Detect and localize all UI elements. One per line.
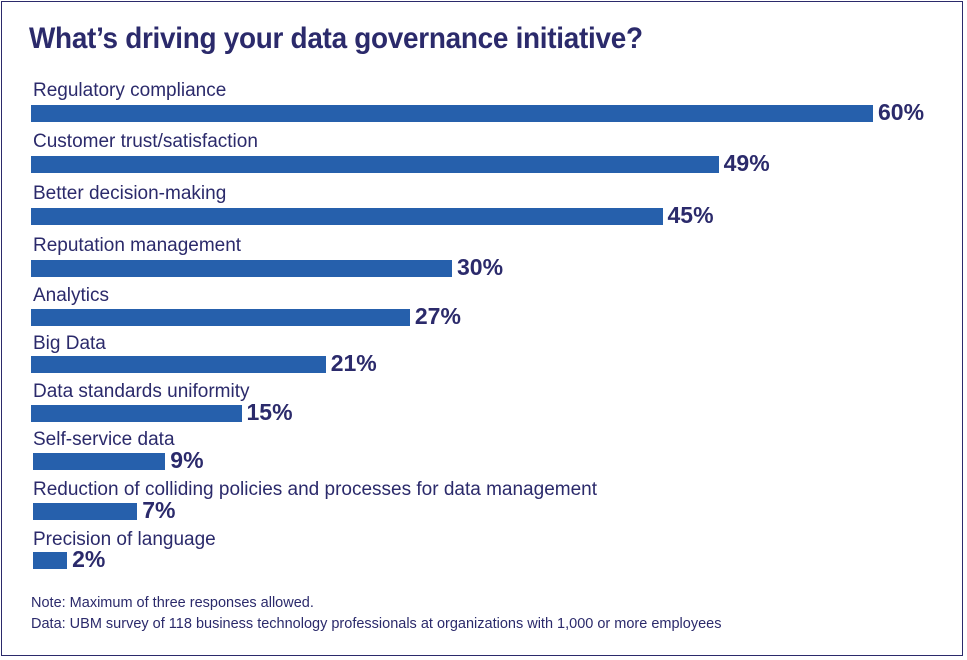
bar: [31, 309, 410, 326]
value-label: 30%: [457, 254, 504, 280]
category-label: Customer trust/satisfaction: [33, 131, 258, 152]
value-label: 21%: [330, 350, 377, 376]
bar: [31, 156, 719, 173]
category-label: Reduction of colliding policies and proc…: [33, 479, 597, 500]
value-label: 9%: [170, 447, 204, 473]
value-label: 7%: [142, 497, 176, 523]
value-label: 49%: [723, 150, 770, 176]
note-data-source: Data: UBM survey of 118 business technol…: [31, 616, 722, 632]
category-label: Self-service data: [33, 429, 175, 450]
category-label: Big Data: [33, 333, 106, 354]
bar: [33, 552, 68, 569]
category-label: Analytics: [33, 285, 110, 306]
bar: [31, 356, 326, 373]
bar: [31, 405, 242, 422]
bar: [31, 260, 452, 277]
bar: [31, 105, 873, 122]
category-label: Reputation management: [33, 235, 242, 256]
value-label: 45%: [667, 202, 714, 228]
bar: [33, 503, 138, 520]
category-label: Regulatory compliance: [33, 80, 227, 101]
category-label: Precision of language: [33, 529, 216, 550]
value-label: 60%: [878, 99, 925, 125]
category-label: Data standards uniformity: [33, 381, 250, 402]
category-label: Better decision-making: [33, 183, 227, 204]
value-label: 15%: [246, 399, 293, 425]
chart-title: What’s driving your data governance init…: [29, 22, 643, 55]
bar: [31, 208, 663, 225]
note-responses: Note: Maximum of three responses allowed…: [31, 595, 314, 611]
value-label: 2%: [72, 546, 106, 572]
value-label: 27%: [414, 303, 461, 329]
bar: [33, 453, 166, 470]
